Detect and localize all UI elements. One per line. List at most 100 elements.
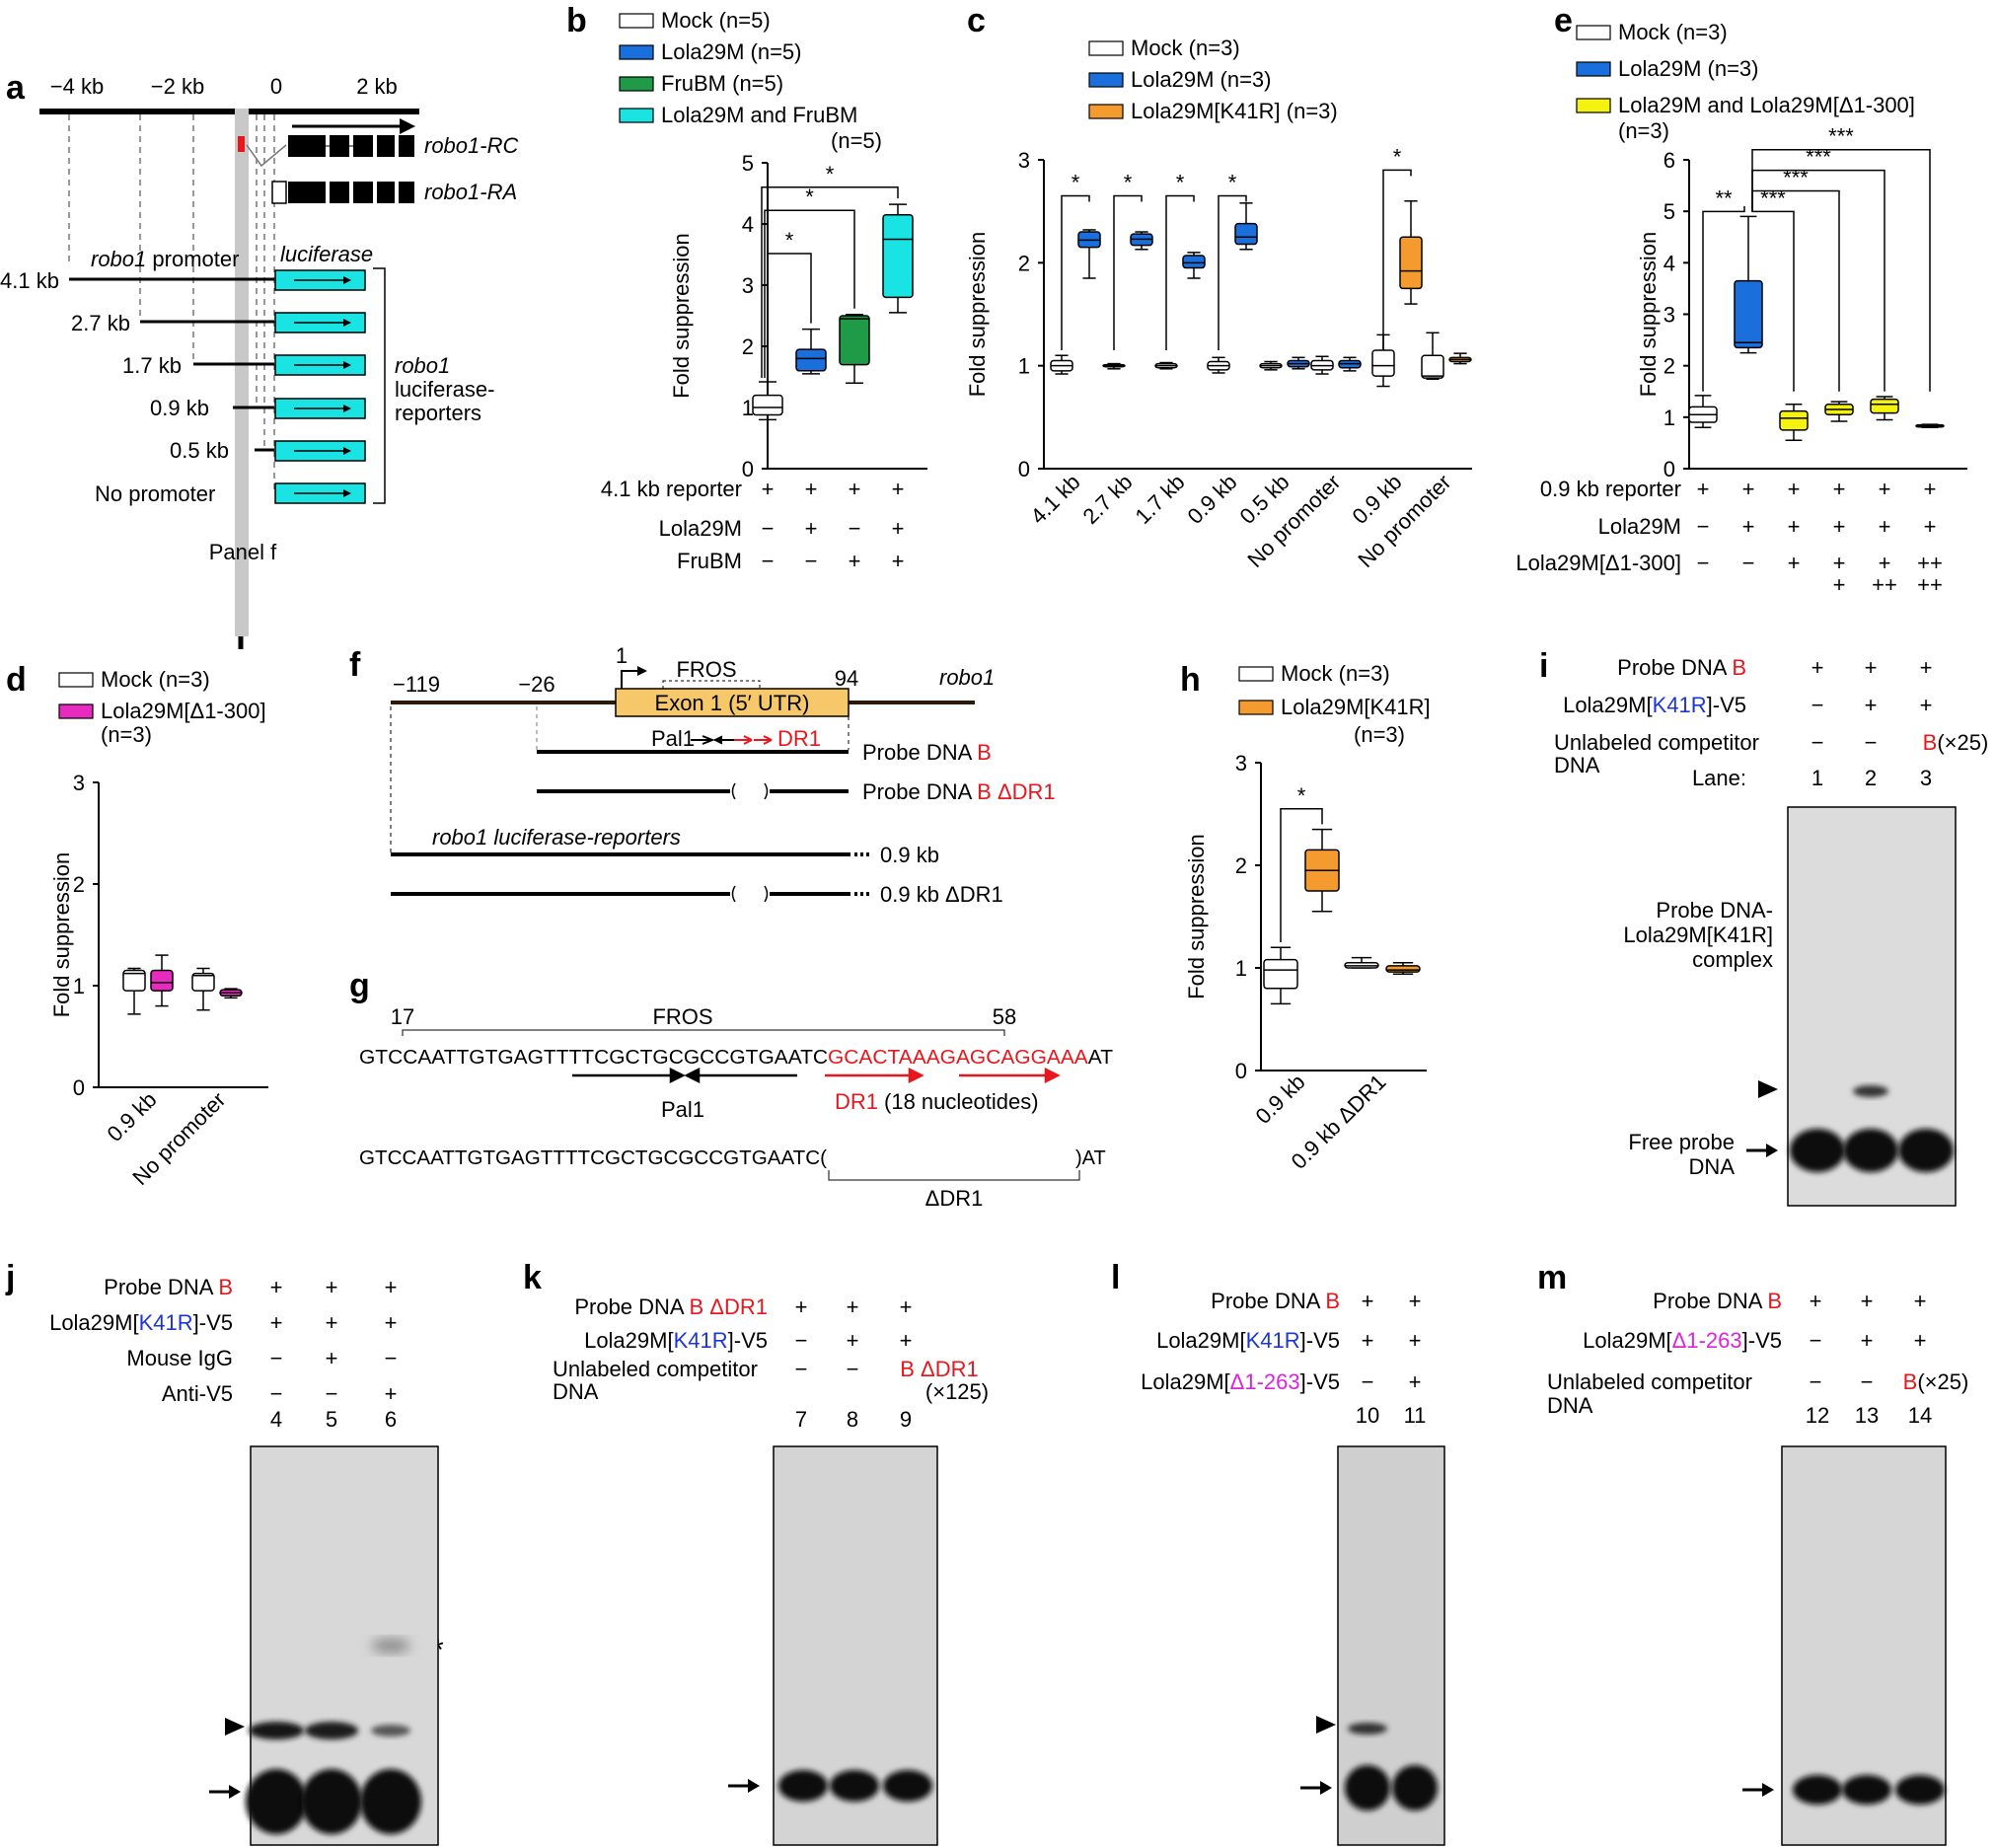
- legend-label: Lola29M (n=3): [1618, 56, 1758, 81]
- complex-arrowhead: [225, 1718, 245, 1736]
- x-tick-label: 0.9 kb: [102, 1087, 161, 1146]
- probe-b-ddr1-label: Probe DNA B ΔDR1: [862, 779, 1056, 804]
- tick-label: 2 kb: [356, 74, 398, 99]
- row-sign: +: [892, 516, 905, 541]
- row-sign: +: [849, 549, 861, 573]
- significance-label: *: [1228, 171, 1237, 195]
- free-probe-band: [1790, 1129, 1845, 1172]
- row-sign: −: [1697, 551, 1710, 575]
- panel-l-label: l: [1111, 1259, 1120, 1296]
- significance-bracket: [1751, 189, 1840, 392]
- free-probe-band: [1898, 1129, 1954, 1172]
- legend-swatch: [58, 672, 94, 688]
- significance-label: **: [1715, 185, 1733, 210]
- y-axis-label: Fold suppression: [49, 852, 74, 1018]
- significance-label: *: [1393, 144, 1402, 169]
- row-sign: +: [1879, 514, 1891, 539]
- row-label: Probe DNA B: [1211, 1289, 1340, 1313]
- y-tick-label: 2: [1018, 251, 1030, 275]
- significance-bracket: [1165, 194, 1195, 351]
- gel-images: [209, 806, 1957, 1846]
- box: [795, 348, 827, 372]
- row-sign: +: [1924, 477, 1937, 501]
- svg-text:+: +: [1409, 1369, 1422, 1394]
- legend-swatch: [1576, 25, 1611, 40]
- free-probe-band: [1392, 1765, 1438, 1811]
- svg-text:+: +: [1920, 693, 1933, 717]
- box: [839, 315, 870, 366]
- row-sign: +: [1879, 477, 1891, 501]
- svg-text:5: 5: [326, 1407, 337, 1432]
- significance-bracket: [1702, 205, 1745, 392]
- legend-note: (n=3): [1618, 118, 1669, 143]
- panel-g-label: g: [349, 967, 370, 1004]
- row-sign: +: [805, 516, 818, 541]
- significance-bracket: [764, 209, 855, 378]
- significance-label: *: [1072, 171, 1080, 195]
- svg-text:−: −: [795, 1328, 808, 1353]
- row-label: DNA: [1547, 1393, 1593, 1418]
- svg-text:−: −: [1865, 730, 1878, 755]
- row-label: Mouse IgG: [126, 1346, 233, 1370]
- row-label: 4.1 kb reporter: [601, 477, 742, 501]
- legend-swatch: [1238, 666, 1274, 682]
- row-sign: +: [805, 477, 818, 501]
- row-label: Anti-V5: [162, 1381, 233, 1406]
- competitor-note: B(×25): [1903, 1369, 1969, 1394]
- tick-label: −4 kb: [50, 74, 104, 99]
- ra-utr: [271, 181, 287, 204]
- free-probe-arrowhead: [1766, 1144, 1778, 1157]
- pal1-label: Pal1: [651, 726, 695, 751]
- svg-text:12: 12: [1806, 1403, 1829, 1428]
- legend-label: Lola29M[K41R]: [1281, 695, 1431, 719]
- row-label: 0.9 kb reporter: [1540, 477, 1681, 501]
- legend-label: Lola29M and FruBM: [661, 103, 857, 127]
- panel-m: m Probe DNA B Lola29M[Δ1-263]-V5 Unlabel…: [1537, 1259, 1968, 1428]
- svg-text:13: 13: [1855, 1403, 1879, 1428]
- box: [752, 394, 783, 416]
- panel-l: l Probe DNA B Lola29M[K41R]-V5 Lola29M[Δ…: [1111, 1259, 1426, 1428]
- panel-i-label: i: [1539, 647, 1548, 685]
- row-label: Probe DNA B: [104, 1275, 233, 1299]
- complex-arrowhead: [1316, 1716, 1336, 1734]
- row-sign: −: [762, 516, 775, 541]
- construct-label: 1.7 kb: [122, 353, 182, 378]
- pal1-arrows: [572, 1067, 797, 1084]
- y-tick-label: 1: [73, 974, 85, 998]
- svg-text:+: +: [1914, 1289, 1927, 1313]
- lane-table: + + + − + + − − B ΔDR1 (×125) 7 8 9: [795, 1294, 990, 1432]
- legend-label: Mock (n=3): [101, 667, 210, 692]
- y-tick-label: 6: [1663, 148, 1675, 173]
- legend-note: (n=3): [1354, 722, 1405, 747]
- panel-e-label: e: [1554, 2, 1573, 39]
- svg-text:+: +: [1362, 1289, 1374, 1313]
- panel-f-label: f: [349, 646, 361, 684]
- panel-d-label: d: [6, 661, 27, 699]
- free-probe-band: [301, 1769, 362, 1834]
- panel-a-label: a: [6, 69, 26, 107]
- legend-swatch: [619, 13, 654, 29]
- legend-swatch: [1088, 72, 1124, 88]
- free-probe-band: [1793, 1775, 1842, 1805]
- free-probe-band: [1345, 1765, 1390, 1811]
- svg-text:−: −: [1811, 693, 1824, 717]
- box: [1182, 255, 1206, 269]
- box: [1399, 236, 1423, 290]
- significance-bracket: [767, 253, 812, 378]
- y-tick-label: 3: [1235, 751, 1247, 776]
- svg-text:+: +: [847, 1294, 859, 1319]
- row-label: Lola29M[K41R]-V5: [584, 1328, 768, 1353]
- arrowhead: [400, 118, 415, 134]
- y-tick-label: 0: [1663, 457, 1675, 481]
- row-sign: +: [892, 549, 905, 573]
- legend-swatch: [619, 76, 654, 92]
- box: [1385, 965, 1421, 973]
- svg-text:+: +: [385, 1310, 398, 1335]
- bracket-label-3: reporters: [395, 401, 481, 425]
- free-probe-band: [1895, 1775, 1945, 1805]
- row-sign: +: [1742, 477, 1755, 501]
- svg-text:+: +: [1409, 1328, 1422, 1353]
- row-sign: −: [805, 549, 818, 573]
- position-label: 94: [835, 666, 858, 691]
- svg-text:+: +: [847, 1328, 859, 1353]
